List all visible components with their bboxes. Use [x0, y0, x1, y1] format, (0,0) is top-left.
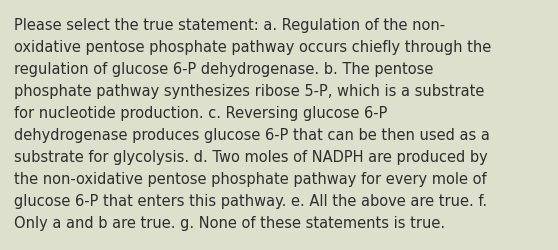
Text: the non-oxidative pentose phosphate pathway for every mole of: the non-oxidative pentose phosphate path…	[14, 172, 487, 186]
Text: oxidative pentose phosphate pathway occurs chiefly through the: oxidative pentose phosphate pathway occu…	[14, 40, 491, 54]
Text: regulation of glucose 6-P dehydrogenase. b. The pentose: regulation of glucose 6-P dehydrogenase.…	[14, 62, 434, 76]
Text: phosphate pathway synthesizes ribose 5-P, which is a substrate: phosphate pathway synthesizes ribose 5-P…	[14, 84, 484, 98]
Text: dehydrogenase produces glucose 6-P that can be then used as a: dehydrogenase produces glucose 6-P that …	[14, 128, 490, 142]
Text: Please select the true statement: a. Regulation of the non-: Please select the true statement: a. Reg…	[14, 18, 445, 32]
Text: Only a and b are true. g. None of these statements is true.: Only a and b are true. g. None of these …	[14, 216, 445, 230]
Text: substrate for glycolysis. d. Two moles of NADPH are produced by: substrate for glycolysis. d. Two moles o…	[14, 150, 488, 164]
Text: for nucleotide production. c. Reversing glucose 6-P: for nucleotide production. c. Reversing …	[14, 106, 387, 120]
Text: glucose 6-P that enters this pathway. e. All the above are true. f.: glucose 6-P that enters this pathway. e.…	[14, 194, 487, 208]
